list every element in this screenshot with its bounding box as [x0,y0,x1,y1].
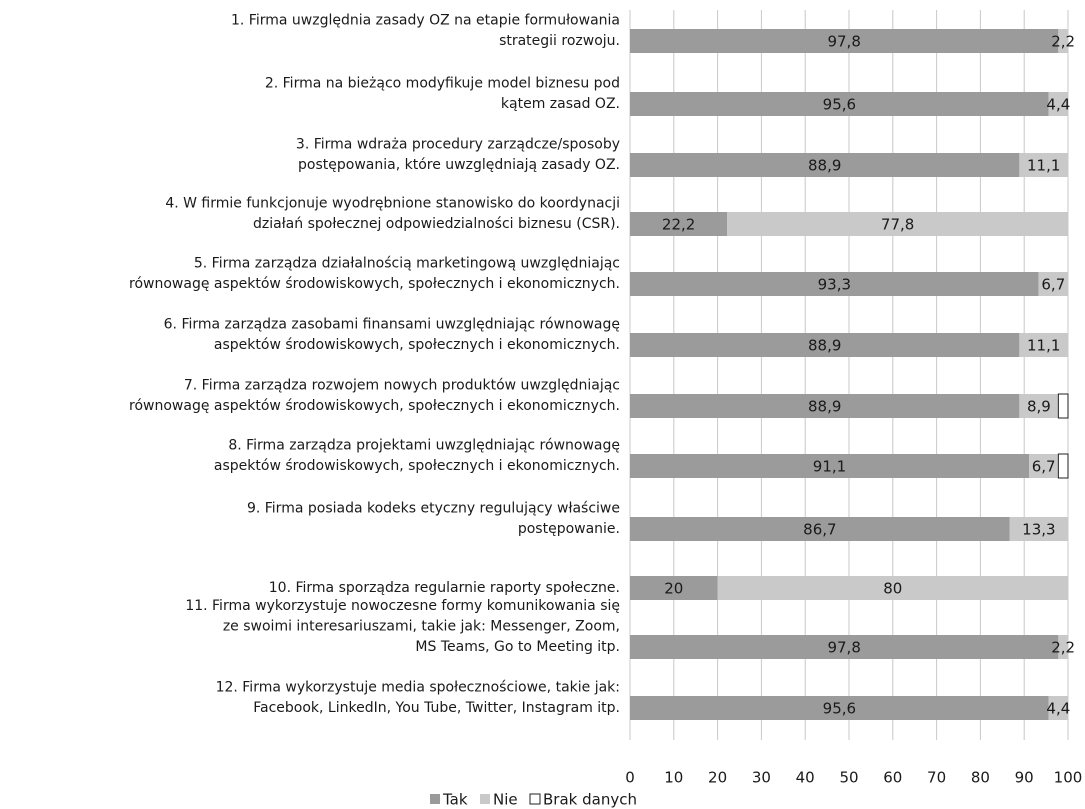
bar-segment [1048,696,1068,720]
legend-swatch [480,794,490,804]
value-label: 20 [664,580,683,598]
bar-segment [630,635,1059,659]
value-label: 88,9 [808,398,841,416]
bar-segment [630,394,1020,418]
category-label: 3. Firma wdraża procedury zarządcze/spos… [296,137,620,174]
value-label: 88,9 [808,337,841,355]
bar-segment [1058,29,1068,53]
legend-swatch [430,794,440,804]
category-label: 7. Firma zarządza rozwojem nowych produk… [129,378,620,415]
bar-segment [1058,635,1068,659]
bar-segment [1048,92,1068,116]
value-label: 6,7 [1032,458,1056,476]
value-label: 11,1 [1027,337,1060,355]
bar-segment [727,212,1068,236]
bar-segment [630,212,728,236]
value-label: 11,1 [1027,157,1060,175]
value-label: 2,2 [1051,33,1075,51]
bar-segment [1019,333,1068,357]
x-tick-label: 30 [752,769,771,787]
legend-label: Tak [442,791,468,809]
bar-segment [1029,454,1059,478]
category-label: 6. Firma zarządza zasobami finansami uwz… [164,317,620,354]
x-tick-label: 70 [927,769,946,787]
bar-segment [1019,394,1059,418]
category-label: 2. Firma na bieżąco modyfikuje model biz… [265,76,620,113]
x-tick-label: 80 [971,769,990,787]
value-label: 97,8 [827,639,860,657]
category-label: 11. Firma wykorzystuje nowoczesne formy … [185,598,620,655]
value-label: 97,8 [827,33,860,51]
category-label: 5. Firma zarządza działalnością marketin… [129,256,620,293]
bar-segment [1057,393,1069,419]
value-label: 88,9 [808,157,841,175]
bar-segment [1038,272,1068,296]
bar-segment [630,92,1049,116]
bar-segment [1019,153,1068,177]
value-label: 80 [883,580,902,598]
category-label: 9. Firma posiada kodeks etyczny regulują… [247,501,620,538]
legend-label: Brak danych [543,791,637,809]
x-tick-label: 40 [796,769,815,787]
bar-segment [630,696,1049,720]
value-label: 95,6 [823,700,856,718]
value-label: 6,7 [1041,276,1065,294]
value-label: 93,3 [818,276,851,294]
bar-segment [717,576,1068,600]
value-label: 8,9 [1027,398,1051,416]
legend-swatch [529,793,541,805]
value-label: 2,2 [1051,639,1075,657]
legend-label: Nie [493,791,518,809]
x-tick-label: 0 [625,769,635,787]
x-tick-label: 100 [1054,769,1083,787]
value-label: 4,4 [1046,96,1070,114]
category-label: 8. Firma zarządza projektami uwzględniaj… [214,438,620,475]
category-label: 10. Firma sporządza regularnie raporty s… [269,580,620,596]
value-label: 86,7 [803,521,836,539]
category-label: 4. W firmie funkcjonuje wyodrębnione sta… [165,196,620,233]
bar-segment [630,333,1020,357]
bar-segment [630,272,1039,296]
x-tick-label: 60 [883,769,902,787]
bar-segment [1009,517,1068,541]
value-label: 22,2 [662,216,695,234]
value-label: 4,4 [1046,700,1070,718]
value-label: 77,8 [881,216,914,234]
bar-segment [630,576,718,600]
value-label: 91,1 [813,458,846,476]
x-tick-label: 10 [664,769,683,787]
x-tick-label: 20 [708,769,727,787]
bar-segment [630,153,1020,177]
bar-segment [630,454,1030,478]
category-label: 12. Firma wykorzystuje media społecznośc… [216,680,620,717]
bar-segment [630,29,1059,53]
bar-segment [630,517,1010,541]
x-tick-label: 90 [1015,769,1034,787]
value-label: 13,3 [1022,521,1055,539]
bar-segment [1057,453,1069,479]
x-tick-label: 50 [839,769,858,787]
value-label: 95,6 [823,96,856,114]
category-label: 1. Firma uwzględnia zasady OZ na etapie … [231,13,620,50]
